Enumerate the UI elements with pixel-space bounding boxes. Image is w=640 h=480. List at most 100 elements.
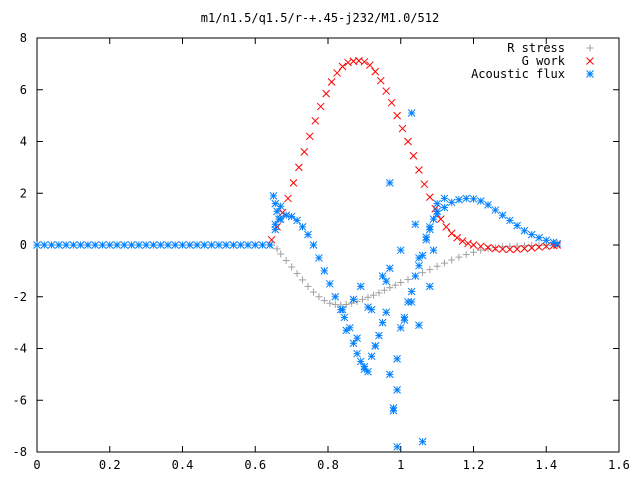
- marker-stroke: [378, 272, 387, 280]
- data-point: [293, 216, 301, 225]
- marker-stroke: [33, 241, 41, 249]
- data-point: [322, 89, 331, 98]
- data-point: [311, 116, 320, 125]
- data-point: [54, 241, 63, 249]
- data-point: [425, 193, 434, 201]
- data-point: [404, 275, 412, 283]
- data-point: [382, 87, 391, 95]
- marker-stroke: [535, 243, 543, 251]
- data-point: [513, 221, 522, 230]
- marker-stroke: [393, 442, 401, 451]
- marker-stroke: [422, 233, 431, 242]
- data-point: [62, 241, 70, 249]
- data-point: [498, 211, 507, 220]
- marker-stroke: [429, 215, 438, 223]
- data-point: [367, 305, 376, 314]
- data-point: [364, 293, 372, 301]
- marker-stroke: [436, 215, 445, 223]
- marker-stroke: [316, 102, 325, 111]
- data-point: [353, 349, 361, 358]
- data-point: [420, 180, 429, 189]
- marker-stroke: [376, 76, 385, 85]
- marker-stroke: [105, 241, 114, 249]
- data-point: [469, 195, 478, 203]
- marker-stroke: [433, 207, 441, 216]
- marker-stroke: [409, 151, 418, 160]
- data-point: [127, 241, 136, 249]
- marker-stroke: [364, 367, 372, 376]
- data-point: [470, 248, 477, 256]
- marker-stroke: [453, 233, 461, 242]
- marker-stroke: [527, 243, 536, 252]
- data-point: [407, 287, 416, 296]
- data-point: [455, 253, 463, 261]
- marker-stroke: [134, 241, 143, 249]
- data-point: [440, 194, 449, 203]
- data-point: [164, 241, 172, 249]
- data-point: [436, 215, 445, 223]
- data-point: [429, 215, 438, 223]
- marker-stroke: [429, 246, 438, 255]
- data-point: [193, 241, 201, 249]
- data-point: [349, 339, 358, 348]
- data-point: [340, 313, 349, 322]
- y-tick-label: -2: [13, 290, 27, 304]
- data-point: [295, 163, 303, 172]
- x-tick-label: 0.8: [317, 458, 339, 472]
- marker-stroke: [425, 223, 434, 231]
- marker-stroke: [338, 305, 347, 314]
- marker-stroke: [455, 195, 463, 204]
- marker-stroke: [542, 236, 551, 245]
- data-point: [506, 242, 514, 250]
- marker-stroke: [393, 386, 401, 394]
- marker-stroke: [342, 326, 351, 335]
- marker-stroke: [113, 241, 121, 249]
- marker-stroke: [586, 57, 594, 65]
- data-point: [498, 245, 507, 253]
- marker-stroke: [371, 67, 380, 76]
- data-point: [393, 386, 401, 394]
- data-point: [506, 245, 514, 254]
- marker-stroke: [156, 241, 165, 249]
- data-point: [356, 357, 365, 366]
- data-point: [385, 264, 394, 273]
- data-point: [265, 241, 274, 249]
- data-point: [359, 295, 367, 303]
- data-point: [40, 241, 49, 249]
- data-point: [422, 233, 431, 242]
- y-tick-label: 6: [20, 83, 27, 97]
- x-tick-label: 0.2: [99, 458, 121, 472]
- marker-stroke: [462, 194, 471, 203]
- marker-stroke: [275, 215, 283, 223]
- data-point: [315, 254, 323, 262]
- marker-stroke: [464, 239, 472, 248]
- data-point: [386, 284, 394, 292]
- marker-stroke: [333, 69, 341, 77]
- data-point: [513, 245, 522, 253]
- data-point: [333, 69, 341, 77]
- marker-stroke: [127, 241, 136, 249]
- data-point: [535, 233, 543, 242]
- data-point: [134, 241, 143, 249]
- data-point: [289, 179, 298, 187]
- data-point: [389, 404, 398, 412]
- marker-stroke: [284, 194, 292, 203]
- marker-stroke: [322, 89, 331, 98]
- x-tick-label: 1.4: [535, 458, 557, 472]
- data-point: [535, 243, 543, 251]
- data-point: [447, 229, 456, 238]
- marker-stroke: [353, 349, 361, 358]
- data-point: [309, 288, 317, 296]
- data-point: [411, 220, 420, 229]
- marker-stroke: [331, 292, 340, 301]
- chart-title: m1/n1.5/q1.5/r-+.45-j232/M1.0/512: [201, 11, 439, 25]
- data-point: [215, 241, 223, 249]
- data-point: [453, 233, 461, 242]
- data-point: [338, 305, 347, 314]
- marker-stroke: [185, 241, 194, 249]
- marker-stroke: [469, 241, 478, 249]
- marker-stroke: [356, 282, 365, 291]
- marker-stroke: [229, 241, 238, 249]
- data-point: [404, 137, 412, 146]
- marker-stroke: [349, 57, 358, 66]
